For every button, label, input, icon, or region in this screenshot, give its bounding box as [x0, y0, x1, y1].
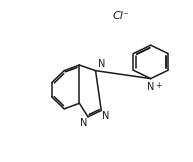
Text: N: N	[102, 111, 110, 121]
Text: N: N	[80, 118, 87, 128]
Text: N: N	[147, 82, 154, 92]
Text: N: N	[98, 59, 105, 69]
Text: Cl⁻: Cl⁻	[113, 11, 130, 21]
Text: +: +	[155, 81, 161, 90]
